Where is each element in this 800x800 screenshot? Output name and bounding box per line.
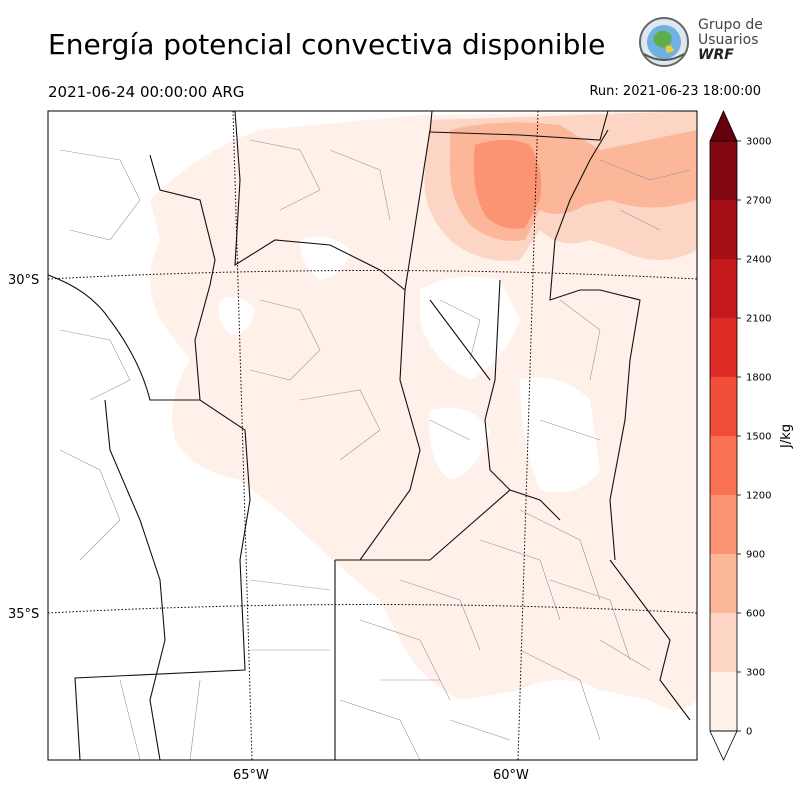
colorbar-band (710, 259, 737, 318)
lat-label-35s: 35°S (8, 607, 39, 622)
cape-area-900 (473, 140, 542, 229)
colorbar-band (710, 436, 737, 495)
graticule (48, 111, 697, 760)
colorbar-tick-label: 2400 (746, 255, 771, 266)
valid-time: 2021-06-24 00:00:00 ARG (48, 83, 245, 101)
colorbar-tick-label: 1200 (746, 491, 771, 502)
colorbar-band (710, 141, 737, 200)
wrf-logo: Grupo de Usuarios WRF (636, 14, 766, 74)
province-boundaries (48, 111, 691, 760)
colorbar-label: J/kg (779, 424, 794, 449)
colorbar-band (710, 377, 737, 436)
colorbar-band (710, 200, 737, 259)
lat-label-30s: 30°S (8, 273, 39, 288)
colorbar-tick-label: 1500 (746, 432, 771, 443)
logo-line-2: Usuarios (698, 32, 759, 48)
colorbar: 0 300 600 900 1200 1500 1800 2100 2400 2700 3000 (709, 110, 771, 761)
colorbar-band (710, 495, 737, 554)
colorbar-band (710, 613, 737, 672)
colorbar-band (710, 318, 737, 377)
cape-field (150, 111, 697, 710)
colorbar-band (710, 554, 737, 613)
map-boundaries (48, 111, 691, 760)
lon-label-65w: 65°W (233, 768, 269, 783)
department-boundaries (59, 139, 691, 760)
map-frame (47, 110, 698, 761)
logo-line-3: WRF (698, 47, 734, 63)
logo-line-1: Grupo de (698, 17, 763, 33)
colorbar-extend-max (709, 110, 738, 142)
colorbar-tick-label: 0 (746, 727, 752, 738)
colorbar-tick-label: 900 (746, 550, 765, 561)
colorbar-tick-label: 300 (746, 668, 765, 679)
run-time: Run: 2021-06-23 18:00:00 (589, 84, 761, 99)
colorbar-band (710, 672, 737, 731)
map-title: Energía potencial convectiva disponible (48, 28, 606, 61)
colorbar-tick-label: 2700 (746, 196, 771, 207)
cape-area-light (150, 111, 697, 710)
globe-icon (639, 17, 689, 67)
colorbar-tick-label: 600 (746, 609, 765, 620)
colorbar-tick-label: 2100 (746, 314, 771, 325)
colorbar-tick-label: 1800 (746, 373, 771, 384)
colorbar-extend-min (709, 730, 738, 761)
lon-label-60w: 60°W (493, 768, 529, 783)
colorbar-tick-label: 3000 (746, 137, 771, 148)
